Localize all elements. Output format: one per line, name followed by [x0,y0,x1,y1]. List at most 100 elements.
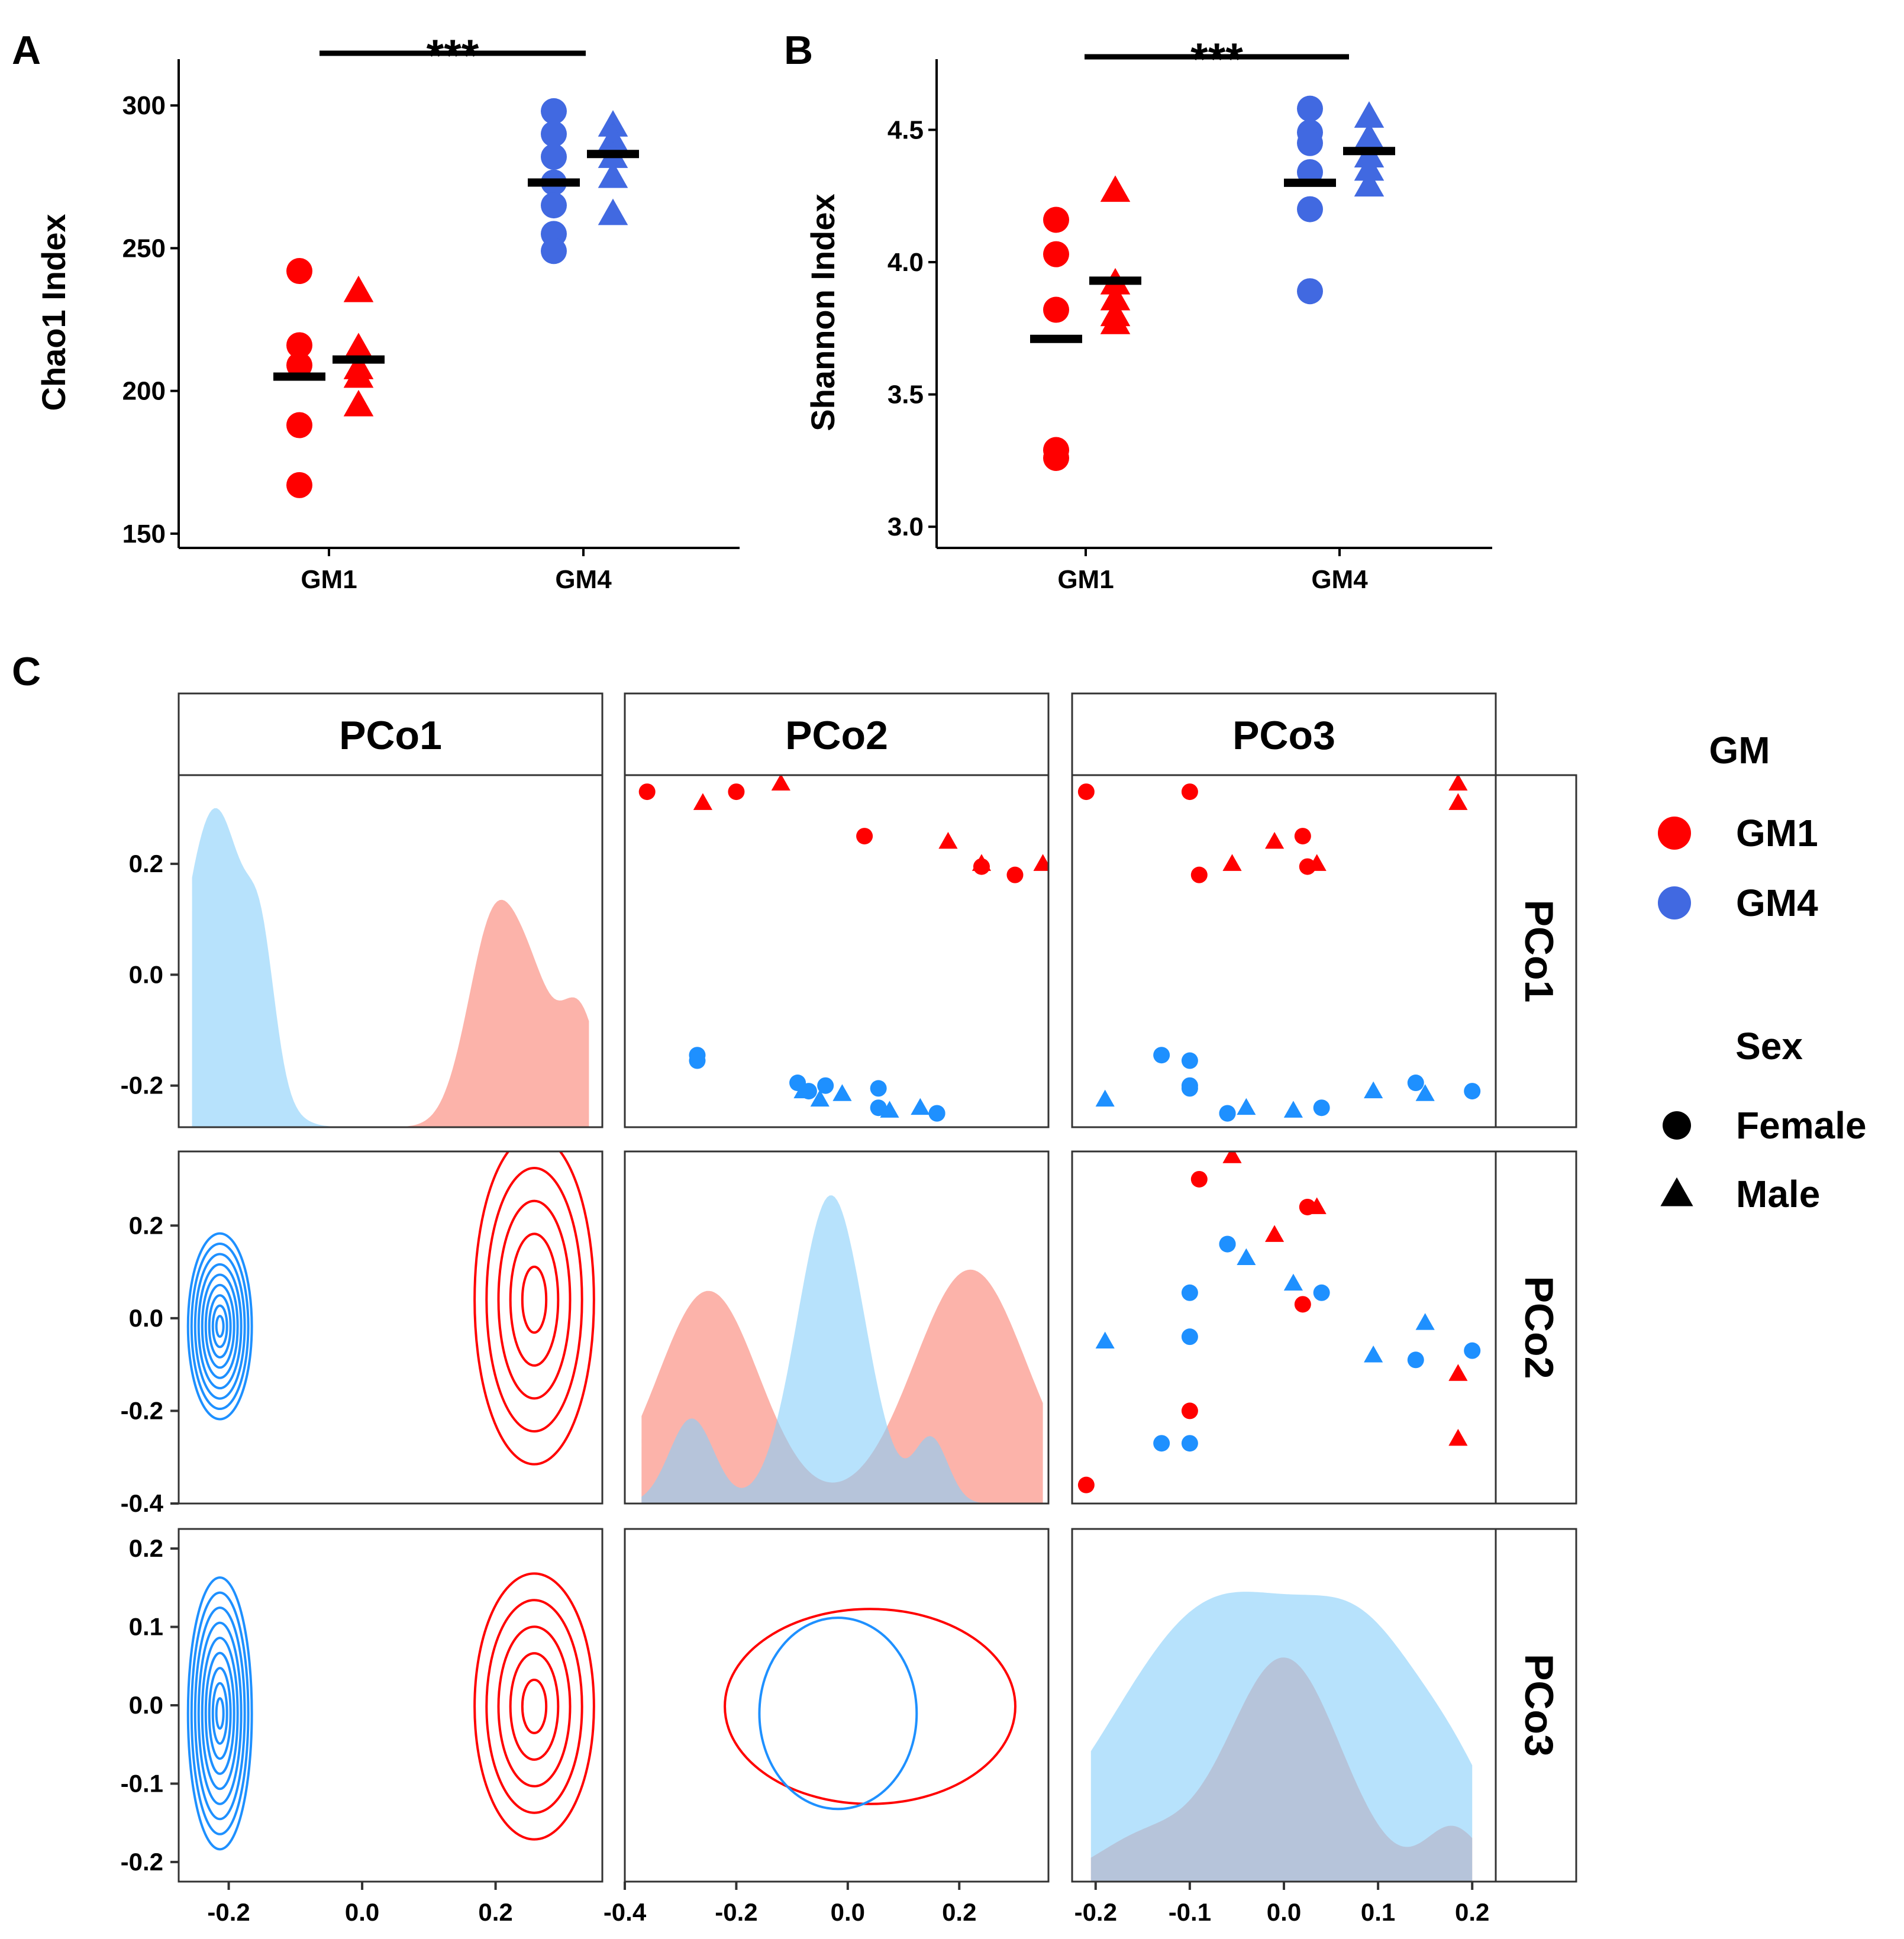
data-point [1297,196,1323,222]
density-gm4 [192,808,589,1127]
y-tick-label: 0.2 [129,1534,163,1562]
x-tick-label: GM1 [301,565,357,594]
contour-gm4 [211,1682,228,1745]
data-point [541,98,567,124]
legend-label: GM4 [1736,882,1818,924]
legend-key-gm4 [1658,886,1691,920]
strip-top-pco1 [178,692,604,776]
data-point [1448,793,1468,810]
data-point [1354,122,1385,149]
cell-pco3-pco2 [724,1608,1016,1811]
y-tick-label: 250 [122,234,166,263]
x-tick-label: -0.2 [207,1898,250,1926]
cell-pco2-pco3 [1077,1151,1481,1493]
y-tick-label: 300 [122,91,166,120]
data-point [1464,1342,1481,1359]
data-point [1181,1328,1198,1346]
x-tick-label: 0.1 [1361,1898,1395,1926]
strip-label: PCo3 [1516,1654,1561,1757]
y-tick-label: 0.2 [129,1211,163,1239]
density-gm1 [192,899,589,1127]
panel-border [1071,1150,1497,1505]
y-tick-label: 4.0 [888,248,924,277]
data-point [1095,1331,1115,1348]
panel-label-c: C [12,649,41,694]
contour-gm1 [485,1167,583,1433]
y-tick-label: 4.5 [888,115,924,144]
data-point [1181,1402,1198,1419]
panel-label-b: B [784,28,813,73]
data-point [1448,775,1468,791]
cell-pco3-pco3 [1090,1592,1473,1882]
data-point [1415,1313,1435,1330]
data-point [1077,783,1095,801]
data-point [870,1099,887,1117]
data-point [1190,866,1208,883]
panel-border [624,774,1050,1128]
data-point [1407,1075,1424,1092]
contour-gm1 [509,1233,560,1367]
x-tick-label: -0.2 [715,1898,757,1926]
strip-top-pco2 [624,692,1050,776]
strip-right-pco1 [1495,774,1577,1128]
density-gm1 [641,1269,1043,1504]
data-point [1043,444,1069,471]
contour-gm4 [215,1697,225,1730]
legend: GM GM1 GM4 Sex Female Male [1658,729,1867,1215]
data-point [1264,831,1285,849]
data-point [1294,1296,1311,1313]
contour-gm4 [204,1651,235,1775]
data-point [1448,1364,1468,1381]
cell-pco2-pco1 [186,1151,595,1466]
strip-right-pco3 [1495,1528,1577,1883]
panel-c: PCo1 PCo2 PCo3 PCo1 PCo2 PCo3 -0.2 0.0 0.2 -0.4 -0… [121,692,1577,1926]
contour-gm1 [473,1151,595,1466]
data-point [1237,1098,1256,1115]
data-point [1294,828,1311,845]
contour-gm4 [186,1576,253,1851]
data-point [1181,1284,1198,1301]
legend-label: Female [1736,1104,1867,1147]
data-point [343,275,374,302]
legend-title-sex: Sex [1735,1025,1803,1067]
contour-gm1 [485,1599,583,1814]
y-tick-label: -0.2 [121,1848,163,1876]
data-point [1307,854,1327,871]
y-tick-label: 0.1 [129,1613,163,1641]
data-point [1100,175,1131,202]
y-tick-label: -0.1 [121,1769,163,1797]
x-tick-label: GM4 [1311,565,1368,594]
data-point [1219,1105,1236,1122]
contour-gm4 [208,1294,232,1359]
strip-label: PCo1 [339,713,442,758]
data-point [598,198,628,225]
data-point [1264,1225,1285,1242]
data-point [1222,854,1242,871]
y-tick-label: 3.0 [888,512,924,541]
y-tick-label: 0.0 [129,1691,163,1719]
x-tick-label: GM1 [1057,565,1114,594]
data-point [598,161,628,188]
data-point [689,1052,706,1069]
data-point [870,1080,887,1097]
data-point [541,192,567,219]
data-point [1364,1345,1383,1363]
contour-gm1 [521,1679,548,1734]
data-point [1313,1099,1330,1117]
data-point [1033,854,1048,871]
x-tick-label: 0.2 [1455,1898,1489,1926]
x-tick-label: -0.2 [1074,1898,1117,1926]
panel-label-a: A [12,28,41,73]
panel-border [1071,774,1497,1128]
data-point [1307,1197,1327,1214]
contour-gm4 [204,1283,235,1369]
data-point [1407,1351,1424,1369]
data-point [1354,170,1385,197]
panel-a: 150 200 250 300 GM1 GM4 Chao1 Index *** [35,31,740,594]
data-point [541,121,567,147]
strip-label: PCo2 [1516,1276,1561,1379]
contour-gm4 [193,1606,246,1821]
contour-gm1 [724,1608,1016,1805]
legend-label: Male [1736,1173,1820,1215]
y-tick-label: 150 [122,520,166,549]
